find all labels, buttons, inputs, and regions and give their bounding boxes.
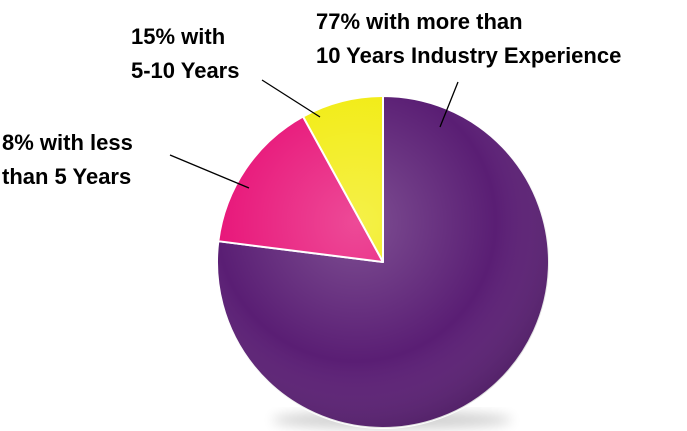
slice-label-8: 8% with less than 5 Years [2,130,139,189]
leader-line-8 [169,154,250,189]
slice-label-15-line-2: 5-10 Years [131,58,239,83]
slice-label-8-line-1: 8% with less [2,130,133,155]
leader-line-15-years [261,79,321,118]
slice-label-15: 15% with 5-10 Years [131,24,239,83]
slice-label-77-line-2: 10 Years Industry Experience [316,43,621,68]
pie-slices [216,95,550,429]
slice-label-15-line-1: 15% with [131,24,225,49]
slice-label-8-line-2: than 5 Years [2,164,131,189]
slice-label-77-line-1: 77% with more than [316,9,523,34]
leader-line-77 [439,81,459,128]
slice-label-77: 77% with more than 10 Years Industry Exp… [316,9,621,68]
